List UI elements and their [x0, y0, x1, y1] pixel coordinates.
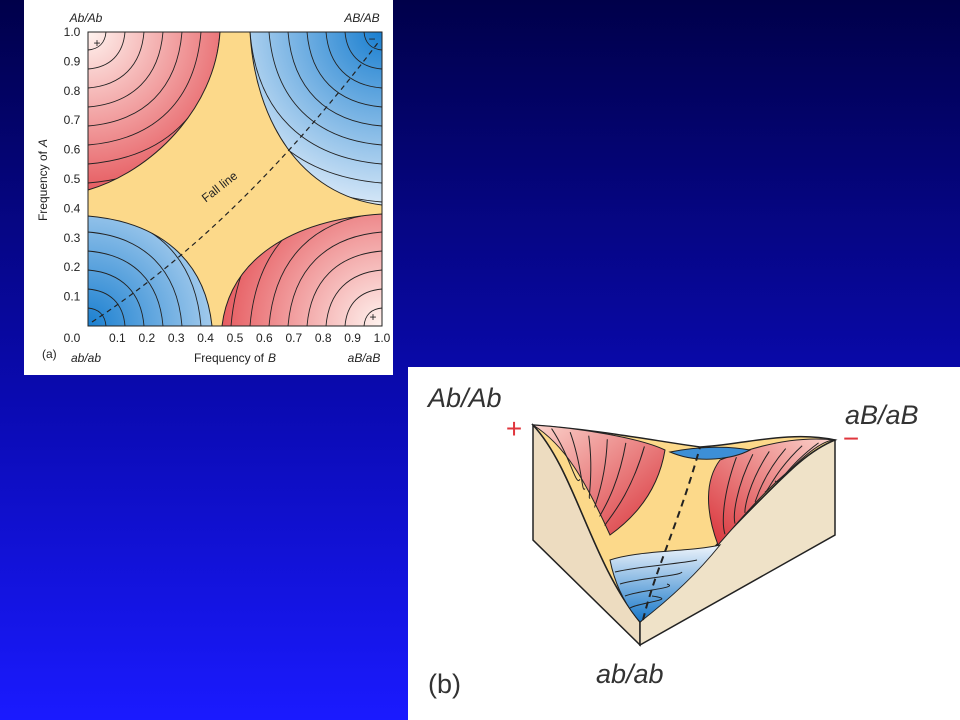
y-tick-label: 0.8	[64, 84, 81, 98]
contour-line	[774, 442, 819, 483]
contour-line	[268, 32, 382, 146]
corner-label: ab/ab	[596, 659, 664, 689]
valley-marker: −	[368, 32, 375, 46]
contour-line	[569, 431, 586, 490]
x-tick-label: 0.8	[315, 331, 332, 345]
valley-region	[87, 215, 213, 327]
contour-line	[614, 559, 698, 573]
peak-surface	[532, 424, 666, 536]
contour-line	[764, 445, 803, 492]
x-tick-label: 0.6	[256, 331, 273, 345]
y-tick-label: 1.0	[64, 25, 81, 39]
contour-line	[325, 32, 382, 89]
contour-line	[88, 269, 145, 326]
x-tick-label: 0.5	[227, 331, 244, 345]
y-tick-label: 0.4	[64, 201, 81, 215]
y-tick-label: 0.2	[64, 260, 81, 274]
valley-surface	[609, 544, 722, 623]
corner-label: AB/AB	[343, 11, 379, 25]
axis-label-variable: B	[268, 351, 276, 365]
x-tick-label: 0.4	[197, 331, 214, 345]
x-tick-label: 0.2	[138, 331, 155, 345]
contour-line	[363, 307, 382, 326]
y-tick-label: 0.1	[64, 290, 81, 304]
peak-marker: +	[369, 310, 376, 324]
contour-line	[325, 269, 382, 326]
contour-line	[88, 32, 126, 70]
contour-line	[624, 583, 670, 597]
valley-region	[249, 31, 383, 206]
fall-line	[642, 446, 701, 621]
contour-line	[88, 250, 164, 326]
x-tick-label: 0.9	[344, 331, 361, 345]
corner-label: aB/aB	[348, 351, 381, 365]
contour-line	[88, 231, 183, 326]
contour-line	[599, 442, 627, 517]
valley-marker: −	[843, 423, 859, 454]
corner-label: Ab/Ab	[426, 383, 502, 413]
surface-contours	[551, 428, 819, 609]
y-tick-label: 0.6	[64, 143, 81, 157]
contour-line	[88, 32, 183, 127]
y-tick-label: 0.3	[64, 231, 81, 245]
contour-line	[344, 32, 382, 70]
axis-label-variable: A	[36, 139, 50, 148]
contour-line	[344, 288, 382, 326]
contour-line	[88, 288, 126, 326]
x-axis-label: Frequency of B	[194, 351, 276, 365]
x-tick-label: 0.7	[285, 331, 302, 345]
contour-line	[88, 32, 202, 146]
corner-label: ab/ab	[71, 351, 101, 365]
contour-line	[754, 448, 787, 503]
panel-label: (a)	[42, 347, 57, 361]
contour-line	[287, 231, 382, 326]
corner-label: aB/aB	[845, 400, 919, 430]
contour-line	[629, 595, 663, 609]
y-tick-label: 0.0	[64, 331, 81, 345]
panel-label: (b)	[428, 669, 461, 699]
plot-frame	[87, 31, 383, 327]
contour-line	[287, 32, 382, 127]
axis-label-text: Frequency of	[194, 351, 265, 365]
contour-line	[363, 32, 382, 51]
peak-marker: +	[506, 413, 522, 444]
y-tick-label: 0.9	[64, 54, 81, 68]
contour-line	[88, 32, 164, 108]
contour-line	[722, 456, 737, 535]
x-tick-label: 1.0	[374, 331, 391, 345]
tick-labels: 0.1 0.2 0.3 0.4 0.5 0.6 0.7 0.8 0.9 1.0 0.0 0.1 0.2 0…	[64, 25, 391, 345]
peak-marker: +	[93, 36, 100, 50]
x-tick-label: 0.1	[109, 331, 126, 345]
contour-line	[306, 32, 382, 108]
fall-line	[91, 39, 381, 323]
contour-line	[588, 435, 592, 499]
contour-line	[88, 32, 145, 89]
contour-line	[88, 32, 107, 51]
contour-line	[619, 571, 683, 585]
axis-label-text: Frequency of	[36, 150, 50, 221]
y-tick-label: 0.5	[64, 172, 81, 186]
contour-line	[268, 214, 382, 326]
contour-line	[306, 250, 382, 326]
peak-surface	[708, 438, 836, 546]
corner-label: Ab/Ab	[69, 11, 103, 25]
y-axis-label: Frequency of A	[36, 139, 50, 221]
y-tick-label: 0.7	[64, 113, 81, 127]
contour-line	[551, 428, 581, 482]
contour-line	[88, 307, 107, 326]
contour-line	[733, 454, 754, 524]
contour-line	[250, 32, 382, 165]
x-tick-label: 0.3	[168, 331, 185, 345]
contour-line	[744, 451, 770, 513]
contour-line	[604, 446, 645, 526]
